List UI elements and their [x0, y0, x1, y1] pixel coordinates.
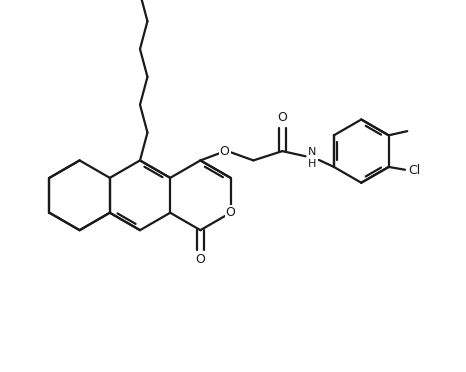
Text: O: O [195, 253, 206, 266]
Text: N
H: N H [308, 147, 317, 169]
Text: O: O [277, 111, 287, 124]
Text: Cl: Cl [409, 164, 421, 177]
Text: O: O [226, 206, 235, 219]
Text: O: O [219, 145, 230, 158]
